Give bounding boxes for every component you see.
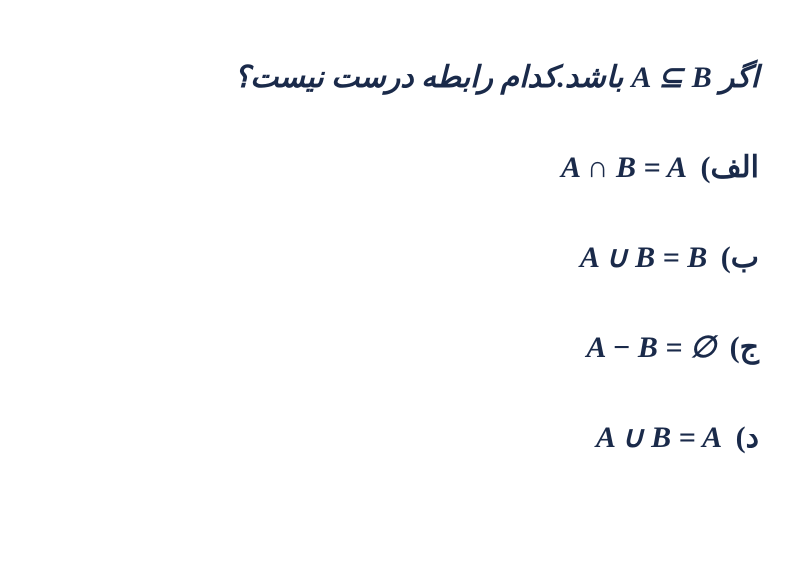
page: اگر A ⊆ B باشد.کدام رابطه درست نیست؟ الف… [0, 0, 799, 581]
option-expr: A ∪ B = B [580, 241, 707, 274]
question-prefix: اگر [720, 61, 759, 94]
option-label: ج) [730, 331, 759, 364]
question-text: اگر A ⊆ B باشد.کدام رابطه درست نیست؟ [40, 60, 759, 95]
question-condition: A ⊆ B [631, 61, 712, 94]
option-label: د) [736, 421, 759, 454]
option-expr: A − B = ∅ [586, 331, 716, 364]
option-jim: ج) A − B = ∅ [40, 330, 759, 365]
option-label: ب) [721, 241, 759, 274]
question-suffix: باشد.کدام رابطه درست نیست؟ [234, 61, 623, 94]
options-list: الف) A ∩ B = A ب) A ∪ B = B ج) A − B = ∅… [40, 150, 759, 455]
option-expr: A ∩ B = A [561, 151, 687, 184]
option-label: الف) [700, 151, 759, 184]
option-dal: د) A ∪ B = A [40, 420, 759, 455]
option-be: ب) A ∪ B = B [40, 240, 759, 275]
option-alef: الف) A ∩ B = A [40, 150, 759, 185]
option-expr: A ∪ B = A [596, 421, 722, 454]
